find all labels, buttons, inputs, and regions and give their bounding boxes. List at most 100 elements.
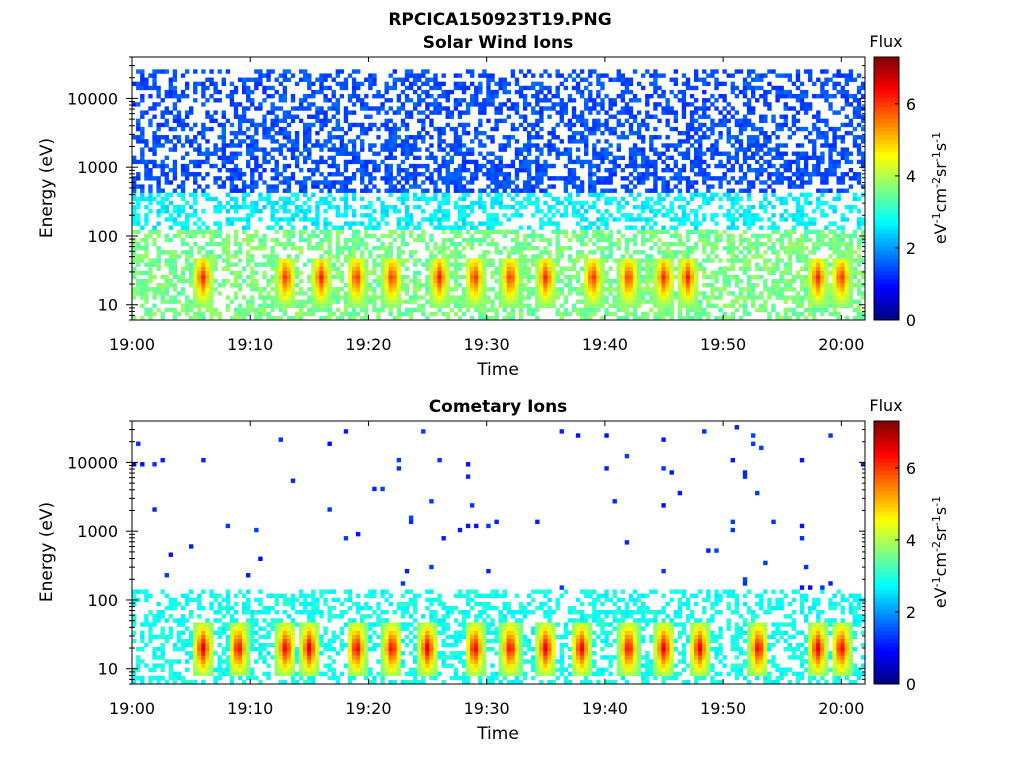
spectrogram-cell <box>494 311 499 317</box>
spectrogram-cell <box>347 221 353 226</box>
spectrogram-cell <box>412 283 418 288</box>
spectrogram-cell <box>498 283 503 288</box>
spectrogram-cell <box>429 291 434 296</box>
spectrogram-cell <box>209 266 214 271</box>
spectrogram-cell <box>490 200 495 206</box>
spectrogram-cell <box>510 196 516 202</box>
spectrogram-cell <box>535 291 540 296</box>
spectrogram-cell <box>372 163 377 169</box>
spectrogram-cell <box>669 204 674 210</box>
spectrogram-cell <box>376 307 381 313</box>
spectrogram-cell <box>184 176 190 181</box>
spectrogram-cell <box>437 299 442 304</box>
spectrogram-cell <box>290 278 296 284</box>
spectrogram-cell <box>641 172 646 177</box>
spectrogram-cell <box>217 167 222 173</box>
spectrogram-cell <box>327 118 332 124</box>
spectrogram-cell <box>376 221 381 226</box>
spectrogram-cell <box>441 254 446 259</box>
spectrogram-cell <box>592 241 597 247</box>
spectrogram-cell <box>685 274 691 280</box>
spectrogram-cell <box>628 122 634 128</box>
spectrogram-cell <box>543 237 548 243</box>
spectrogram-cell <box>547 204 552 210</box>
spectrogram-cell <box>355 295 361 300</box>
spectrogram-cell <box>730 155 735 161</box>
spectrogram-cell <box>331 172 336 177</box>
spectrogram-cell <box>608 241 613 247</box>
spectrogram-cell <box>343 307 349 313</box>
spectrogram-cell <box>364 295 369 300</box>
spectrogram-cell <box>180 172 186 177</box>
spectrogram-cell <box>323 262 328 267</box>
spectrogram-cell <box>661 258 666 263</box>
spectrogram-cell <box>677 167 683 173</box>
spectrogram-cell <box>693 130 699 136</box>
spectrogram-cell <box>278 266 283 271</box>
spectrogram-cell <box>250 295 255 300</box>
spectrogram-cell <box>360 295 365 300</box>
spectrogram-cell <box>433 258 438 263</box>
spectrogram-cell <box>653 241 658 247</box>
spectrogram-cell <box>197 291 202 296</box>
spectrogram-cell <box>482 130 487 136</box>
spectrogram-cell <box>184 278 190 284</box>
spectrogram-cell <box>510 303 516 308</box>
spectrogram-cell <box>355 229 361 234</box>
spectrogram-cell <box>241 225 247 230</box>
spectrogram-cell <box>323 258 328 263</box>
spectrogram-cell <box>221 241 226 247</box>
spectrogram-cell <box>742 258 748 263</box>
spectrogram-cell <box>388 250 393 255</box>
spectrogram-cell <box>596 307 601 313</box>
spectrogram-cell <box>677 130 683 136</box>
spectrogram-cell <box>347 258 353 263</box>
spectrogram-cell <box>514 81 520 87</box>
spectrogram-cell <box>453 221 459 226</box>
spectrogram-cell <box>461 295 467 300</box>
spectrogram-cell <box>539 172 544 177</box>
spectrogram-cell <box>738 176 744 181</box>
spectrogram-cell <box>608 237 613 243</box>
spectrogram-cell <box>160 200 165 206</box>
spectrogram-cell <box>527 192 532 198</box>
spectrogram-cell <box>180 250 186 255</box>
spectrogram-cell <box>282 176 288 181</box>
spectrogram-cell <box>339 213 345 218</box>
spectrogram-cell <box>396 315 402 321</box>
spectrogram-cell <box>437 85 442 91</box>
spectrogram-cell <box>608 250 613 255</box>
spectrogram-cell <box>400 106 406 111</box>
spectrogram-cell <box>482 303 487 308</box>
spectrogram-cell <box>412 250 418 255</box>
spectrogram-cell <box>551 291 556 296</box>
spectrogram-cell <box>132 250 137 255</box>
spectrogram-cell <box>608 200 613 206</box>
spectrogram-cell <box>657 118 662 124</box>
spectrogram-cell <box>718 176 723 181</box>
spectrogram-cell <box>364 114 369 119</box>
spectrogram-cell <box>571 287 577 292</box>
spectrogram-cell <box>506 303 512 308</box>
spectrogram-cell <box>677 217 683 222</box>
spectrogram-cell <box>254 209 259 214</box>
spectrogram-cell <box>661 213 666 218</box>
spectrogram-cell <box>661 93 666 99</box>
spectrogram-cell <box>290 262 296 267</box>
spectrogram-cell <box>592 200 597 206</box>
spectrogram-cell <box>229 81 235 87</box>
figure-title: RPCICA150923T19.PNG <box>388 10 611 30</box>
spectrogram-cell <box>665 213 670 218</box>
spectrogram-cell <box>229 172 235 177</box>
spectrogram-cell <box>258 69 263 74</box>
spectrogram-cell <box>685 291 691 296</box>
spectrogram-cell <box>722 118 727 124</box>
spectrogram-cell <box>710 102 715 107</box>
spectrogram-cell <box>241 196 247 202</box>
spectrogram-cell <box>604 73 609 78</box>
spectrogram-cell <box>441 278 446 284</box>
spectrogram-cell <box>164 307 169 313</box>
spectrogram-cell <box>335 246 340 251</box>
spectrogram-cell <box>184 303 190 308</box>
spectrogram-cell <box>588 73 593 78</box>
